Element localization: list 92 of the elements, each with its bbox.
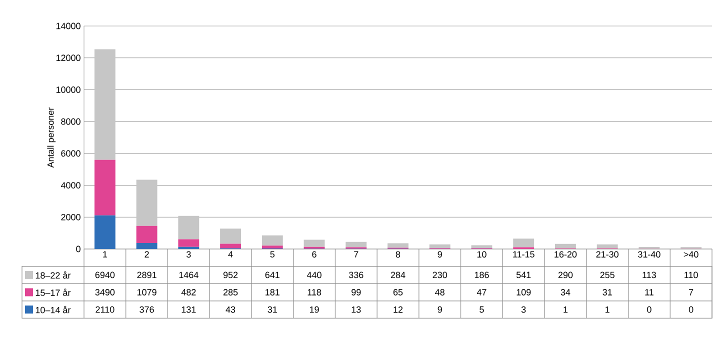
x-tick-label: 11-15 bbox=[513, 251, 534, 258]
bar bbox=[555, 244, 576, 248]
x-tick-label: 8 bbox=[396, 251, 400, 258]
x-tick-label: >40 bbox=[684, 251, 698, 258]
x-tick-label: 1 bbox=[103, 251, 107, 258]
data-label: 99 bbox=[352, 289, 361, 296]
bar bbox=[388, 243, 408, 248]
data-label: 19 bbox=[310, 306, 319, 313]
x-tick-label: 4 bbox=[228, 251, 233, 258]
data-label: 109 bbox=[516, 289, 531, 296]
bar bbox=[94, 160, 116, 216]
data-label: 541 bbox=[516, 272, 531, 278]
data-label: 131 bbox=[182, 306, 196, 313]
data-label: 43 bbox=[226, 306, 236, 313]
data-label: 2110 bbox=[96, 306, 114, 313]
x-tick-label: 2 bbox=[144, 251, 149, 258]
data-label: 440 bbox=[306, 272, 322, 278]
bar bbox=[94, 215, 116, 249]
data-label: 113 bbox=[642, 272, 656, 278]
data-label: 255 bbox=[600, 272, 614, 278]
data-label: 65 bbox=[393, 289, 403, 296]
data-label: 31 bbox=[268, 306, 277, 313]
data-label: 7 bbox=[689, 289, 694, 296]
data-label: 482 bbox=[181, 289, 196, 296]
bar bbox=[178, 216, 200, 240]
bar bbox=[220, 228, 242, 244]
bar bbox=[94, 49, 116, 160]
y-tick-label: 4000 bbox=[60, 182, 80, 188]
bar bbox=[304, 240, 325, 247]
data-label: 48 bbox=[435, 289, 444, 296]
x-tick-label: 5 bbox=[270, 251, 275, 258]
data-label: 118 bbox=[308, 289, 322, 296]
data-label: 12 bbox=[394, 306, 403, 313]
data-label: 641 bbox=[265, 272, 280, 278]
y-axis-title: Antall personer bbox=[47, 107, 56, 168]
bar bbox=[178, 239, 200, 247]
bar bbox=[136, 226, 158, 244]
data-label: 0 bbox=[647, 306, 652, 313]
bar bbox=[429, 244, 450, 248]
data-label: 1079 bbox=[137, 289, 156, 296]
data-label: 186 bbox=[474, 272, 489, 278]
data-label: 3 bbox=[521, 306, 526, 313]
data-label: 11 bbox=[645, 289, 654, 296]
data-label: 6940 bbox=[95, 272, 115, 278]
data-label: 2891 bbox=[137, 272, 156, 278]
y-tick-label: 14000 bbox=[56, 22, 80, 30]
data-label: 376 bbox=[140, 306, 154, 313]
bar bbox=[513, 238, 534, 248]
x-tick-label: 7 bbox=[354, 251, 358, 258]
data-label: 3490 bbox=[95, 289, 115, 296]
legend-label: 10–14 år bbox=[36, 306, 71, 314]
data-label: 952 bbox=[223, 272, 238, 278]
data-label: 284 bbox=[390, 272, 406, 278]
bar bbox=[136, 243, 158, 249]
x-tick-label: 9 bbox=[438, 251, 442, 258]
data-label: 1 bbox=[606, 306, 610, 313]
data-label: 110 bbox=[684, 272, 698, 278]
data-label: 181 bbox=[266, 289, 280, 296]
bar bbox=[262, 235, 283, 246]
data-label: 1464 bbox=[179, 272, 198, 278]
legend-label: 18–22 år bbox=[36, 271, 71, 279]
y-tick-label: 2000 bbox=[61, 214, 80, 220]
data-label: 0 bbox=[688, 306, 694, 313]
data-label: 290 bbox=[558, 272, 573, 278]
bar bbox=[136, 180, 158, 226]
data-label: 230 bbox=[432, 272, 448, 278]
data-label: 9 bbox=[438, 306, 442, 313]
bar bbox=[220, 244, 242, 248]
x-tick-label: 3 bbox=[186, 251, 191, 258]
y-tick-label: 12000 bbox=[56, 54, 80, 62]
data-label: 47 bbox=[476, 289, 486, 296]
x-tick-label: 16-20 bbox=[554, 251, 577, 258]
x-tick-label: 6 bbox=[312, 251, 316, 258]
y-tick-label: 10000 bbox=[56, 86, 80, 93]
legend-label: 15–17 år bbox=[36, 288, 71, 296]
x-tick-label: 21-30 bbox=[596, 251, 618, 258]
bar bbox=[262, 246, 283, 249]
data-label: 5 bbox=[480, 306, 484, 313]
bar bbox=[471, 245, 492, 248]
data-label: 1 bbox=[564, 306, 568, 313]
y-tick-label: 8000 bbox=[61, 118, 80, 125]
data-label: 336 bbox=[348, 272, 364, 278]
x-tick-label: 31-40 bbox=[638, 251, 660, 258]
y-tick-label: 0 bbox=[76, 246, 80, 252]
data-label: 34 bbox=[560, 289, 570, 296]
y-tick-label: 6000 bbox=[61, 150, 80, 157]
data-label: 31 bbox=[602, 289, 612, 296]
data-label: 285 bbox=[223, 289, 238, 296]
x-tick-label: 10 bbox=[477, 251, 486, 258]
bar bbox=[596, 244, 618, 248]
bar bbox=[346, 242, 367, 248]
data-label: 13 bbox=[352, 306, 361, 313]
